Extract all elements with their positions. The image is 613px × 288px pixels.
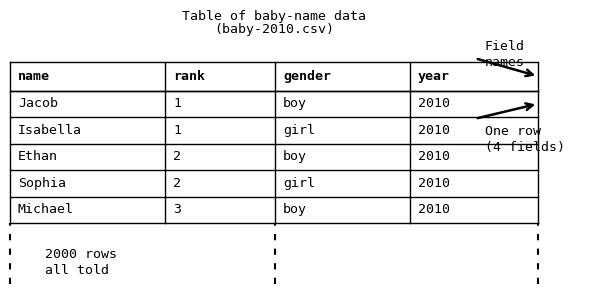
Text: (baby-2010.csv): (baby-2010.csv) <box>214 23 334 36</box>
Text: Ethan: Ethan <box>18 150 58 163</box>
Text: rank: rank <box>173 70 205 83</box>
Text: 3: 3 <box>173 203 181 216</box>
Text: Sophia: Sophia <box>18 177 66 190</box>
Text: 2010: 2010 <box>418 97 450 110</box>
Text: all told: all told <box>45 264 109 276</box>
Text: gender: gender <box>283 70 331 83</box>
Text: Michael: Michael <box>18 203 74 216</box>
Text: Isabella: Isabella <box>18 124 82 137</box>
Text: 2: 2 <box>173 150 181 163</box>
Text: boy: boy <box>283 150 307 163</box>
Text: year: year <box>418 70 450 83</box>
Text: 2010: 2010 <box>418 150 450 163</box>
Text: 1: 1 <box>173 97 181 110</box>
Text: names: names <box>485 56 525 69</box>
Text: 2010: 2010 <box>418 203 450 216</box>
Text: 2000 rows: 2000 rows <box>45 247 117 261</box>
Text: 2010: 2010 <box>418 177 450 190</box>
Text: boy: boy <box>283 203 307 216</box>
Text: boy: boy <box>283 97 307 110</box>
Text: (4 fields): (4 fields) <box>485 141 565 154</box>
Text: Jacob: Jacob <box>18 97 58 110</box>
Text: girl: girl <box>283 124 315 137</box>
Text: name: name <box>18 70 50 83</box>
Text: 2010: 2010 <box>418 124 450 137</box>
Text: Field: Field <box>485 40 525 53</box>
Text: 1: 1 <box>173 124 181 137</box>
Text: One row: One row <box>485 125 541 138</box>
Text: 2: 2 <box>173 177 181 190</box>
Text: Table of baby-name data: Table of baby-name data <box>182 10 366 23</box>
Text: girl: girl <box>283 177 315 190</box>
